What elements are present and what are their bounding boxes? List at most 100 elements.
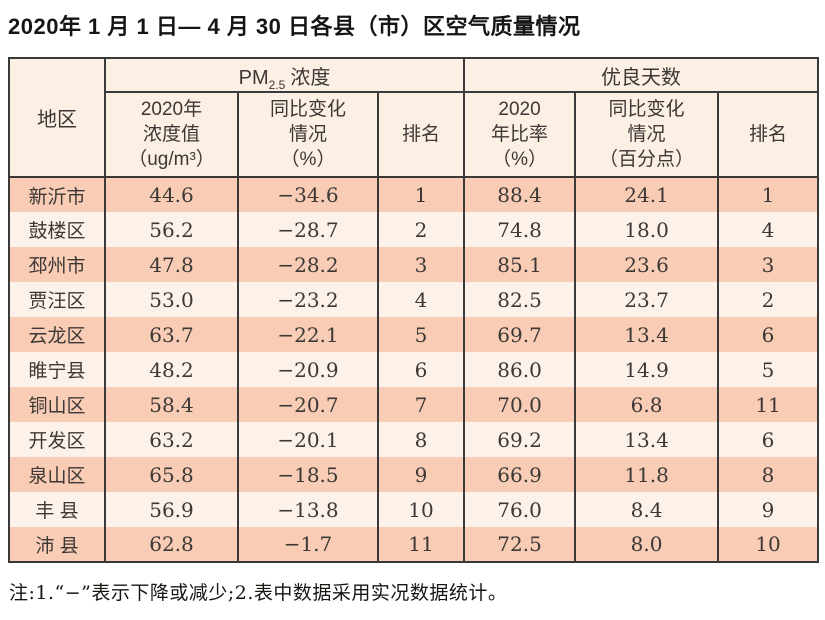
good-rank-cell: 3 [717, 247, 820, 283]
pm-value-cell: 47.8 [104, 247, 239, 283]
header-group-pm25: PM2.5 浓度 [103, 58, 466, 94]
pm-rank-cell: 4 [376, 282, 466, 318]
good-rate-cell: 76.0 [463, 492, 577, 528]
pm-value-cell: 63.7 [104, 317, 239, 353]
header-pm-value: 2020年 浓度值 （ug/m³） [104, 92, 239, 179]
pm-value-cell: 58.4 [104, 387, 239, 423]
pm-rank-cell: 2 [376, 212, 466, 248]
region-cell: 沛 县 [8, 527, 106, 563]
table-row: 贾汪区 53.0 −23.2 4 82.5 23.7 2 [8, 282, 820, 318]
header-good-rate: 2020 年比率 （%） [463, 92, 577, 179]
table-row: 睢宁县 48.2 −20.9 6 86.0 14.9 5 [8, 352, 820, 388]
header-pm-rank: 排名 [376, 92, 466, 179]
pm-change-cell: −23.2 [237, 282, 379, 318]
good-rate-cell: 82.5 [463, 282, 577, 318]
pm-change-cell: −28.2 [237, 247, 379, 283]
good-rank-cell: 9 [717, 492, 820, 528]
good-rate-cell: 85.1 [463, 247, 577, 283]
table-row: 云龙区 63.7 −22.1 5 69.7 13.4 6 [8, 317, 820, 353]
good-rank-cell: 11 [717, 387, 820, 423]
pm-change-cell: −28.7 [237, 212, 379, 248]
pm-rank-cell: 7 [376, 387, 466, 423]
table-row: 沛 县 62.8 −1.7 11 72.5 8.0 10 [8, 527, 820, 563]
pm-value-cell: 62.8 [104, 527, 239, 563]
pm-rank-cell: 9 [376, 457, 466, 493]
pm-value-cell: 63.2 [104, 422, 239, 458]
header-good-change: 同比变化 情况 （百分点） [574, 92, 720, 179]
region-cell: 云龙区 [8, 317, 106, 353]
region-cell: 鼓楼区 [8, 212, 106, 248]
good-change-cell: 18.0 [574, 212, 720, 248]
good-rank-cell: 4 [717, 212, 820, 248]
good-change-cell: 14.9 [574, 352, 720, 388]
region-cell: 新沂市 [8, 177, 106, 213]
pm-change-cell: −22.1 [237, 317, 379, 353]
good-rank-cell: 6 [717, 422, 820, 458]
pm-rank-cell: 3 [376, 247, 466, 283]
pm-subscript: 2.5 [268, 77, 286, 92]
header-region: 地区 [8, 58, 106, 179]
table-row: 丰 县 56.9 −13.8 10 76.0 8.4 9 [8, 492, 820, 528]
header-group-row: 地区 PM2.5 浓度 优良天数 [8, 58, 820, 179]
air-quality-table: 地区 PM2.5 浓度 优良天数 2020年 浓度值 （ug/m³） 同比变化 情… [8, 57, 820, 564]
pm-rank-cell: 6 [376, 352, 466, 388]
good-rate-cell: 88.4 [463, 177, 577, 213]
good-change-cell: 13.4 [574, 422, 720, 458]
good-change-cell: 6.8 [574, 387, 720, 423]
good-change-cell: 8.4 [574, 492, 720, 528]
region-cell: 铜山区 [8, 387, 106, 423]
good-rate-cell: 66.9 [463, 457, 577, 493]
pm-rank-cell: 8 [376, 422, 466, 458]
pm-change-cell: −20.9 [237, 352, 379, 388]
header-sub-row: 2020年 浓度值 （ug/m³） 同比变化 情况 （%） 排名 2020 年比… [9, 92, 820, 179]
header-group-gooddays: 优良天数 [463, 58, 820, 94]
region-cell: 睢宁县 [8, 352, 106, 388]
good-rank-cell: 6 [717, 317, 820, 353]
good-change-cell: 23.7 [574, 282, 720, 318]
table-row: 新沂市 44.6 −34.6 1 88.4 24.1 1 [8, 177, 820, 213]
page-title: 2020年 1 月 1 日— 4 月 30 日各县（市）区空气质量情况 [8, 14, 581, 39]
pm-value-cell: 48.2 [104, 352, 239, 388]
pm-value-cell: 56.2 [104, 212, 239, 248]
pm-change-cell: −1.7 [237, 527, 379, 563]
region-cell: 丰 县 [8, 492, 106, 528]
good-rate-cell: 69.7 [463, 317, 577, 353]
pm-rank-cell: 1 [376, 177, 466, 213]
pm-rank-cell: 11 [376, 527, 466, 563]
pm-change-cell: −20.1 [237, 422, 379, 458]
pm-value-cell: 53.0 [104, 282, 239, 318]
pm-rank-cell: 10 [376, 492, 466, 528]
pm-label: PM [238, 66, 269, 89]
good-rate-cell: 70.0 [463, 387, 577, 423]
pm-change-cell: −18.5 [237, 457, 379, 493]
header-pm-change: 同比变化 情况 （%） [237, 92, 379, 179]
region-cell: 泉山区 [8, 457, 106, 493]
table-row: 开发区 63.2 −20.1 8 69.2 13.4 6 [8, 422, 820, 458]
good-rank-cell: 1 [717, 177, 820, 213]
table-row: 鼓楼区 56.2 −28.7 2 74.8 18.0 4 [8, 212, 820, 248]
region-cell: 贾汪区 [8, 282, 106, 318]
pm-rank-cell: 5 [376, 317, 466, 353]
page: 2020年 1 月 1 日— 4 月 30 日各县（市）区空气质量情况 地区 P… [8, 14, 820, 605]
pm-change-cell: −13.8 [237, 492, 379, 528]
good-change-cell: 13.4 [574, 317, 720, 353]
good-rate-cell: 72.5 [463, 527, 577, 563]
pm-value-cell: 56.9 [104, 492, 239, 528]
good-change-cell: 8.0 [574, 527, 720, 563]
good-change-cell: 24.1 [574, 177, 720, 213]
good-rank-cell: 8 [717, 457, 820, 493]
pm-value-cell: 44.6 [104, 177, 239, 213]
good-rate-cell: 69.2 [463, 422, 577, 458]
good-rank-cell: 2 [717, 282, 820, 318]
good-rate-cell: 74.8 [463, 212, 577, 248]
pm-change-cell: −34.6 [237, 177, 379, 213]
good-rank-cell: 10 [717, 527, 820, 563]
good-rank-cell: 5 [717, 352, 820, 388]
good-change-cell: 11.8 [574, 457, 720, 493]
good-change-cell: 23.6 [574, 247, 720, 283]
header-good-rank: 排名 [717, 92, 820, 179]
footnote: 注:1.“−”表示下降或减少;2.表中数据采用实况数据统计。 [9, 582, 508, 605]
good-rate-cell: 86.0 [463, 352, 577, 388]
pm-change-cell: −20.7 [237, 387, 379, 423]
region-cell: 邳州市 [8, 247, 106, 283]
